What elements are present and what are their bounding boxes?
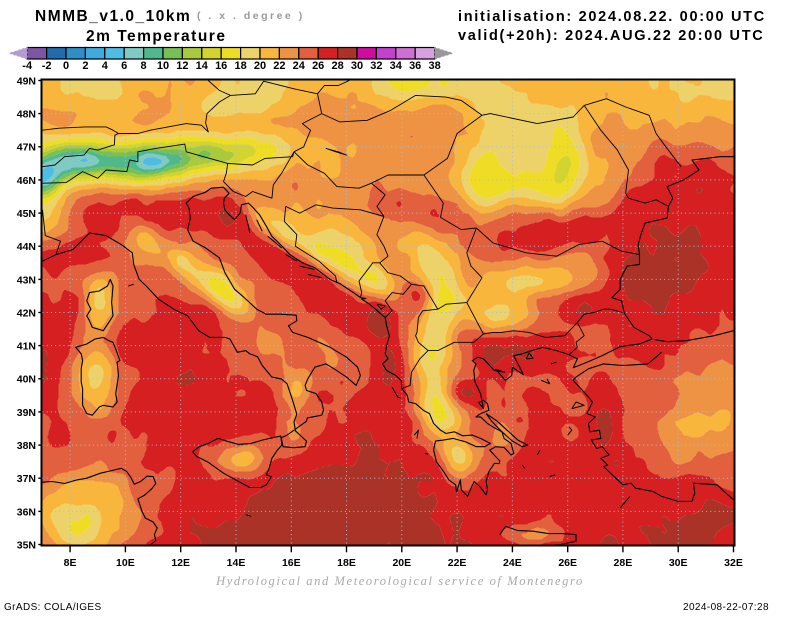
svg-text:22: 22 [273,60,285,72]
svg-text:( . x . degree ): ( . x . degree ) [197,10,305,22]
svg-text:18: 18 [234,60,246,72]
svg-text:42N: 42N [17,307,36,319]
svg-text:NMMB_v1.0_10km: NMMB_v1.0_10km [35,8,191,25]
svg-text:44N: 44N [17,241,36,253]
svg-text:35N: 35N [17,539,36,551]
svg-text:38N: 38N [17,440,36,452]
svg-text:14: 14 [196,60,209,72]
svg-text:20E: 20E [392,557,411,569]
svg-text:0: 0 [63,60,69,72]
svg-text:39N: 39N [17,407,36,419]
svg-text:14E: 14E [227,557,246,569]
svg-text:41N: 41N [17,341,36,353]
svg-text:12E: 12E [171,557,190,569]
svg-text:16E: 16E [282,557,301,569]
svg-text:34: 34 [390,60,403,72]
svg-text:26E: 26E [558,557,577,569]
svg-text:22E: 22E [448,557,467,569]
svg-text:32: 32 [370,60,382,72]
svg-text:8: 8 [141,60,147,72]
svg-text:16: 16 [215,60,227,72]
svg-text:20: 20 [254,60,266,72]
svg-text:38: 38 [428,60,440,72]
svg-text:43N: 43N [17,274,36,286]
svg-text:2024-08-22-07:28: 2024-08-22-07:28 [683,602,769,613]
svg-text:2m Temperature: 2m Temperature [86,28,226,45]
svg-text:45N: 45N [17,208,36,220]
svg-text:2: 2 [82,60,88,72]
svg-text:12: 12 [176,60,188,72]
svg-text:10: 10 [157,60,169,72]
svg-text:8E: 8E [64,557,77,569]
svg-text:GrADS: COLA/IGES: GrADS: COLA/IGES [4,602,102,613]
svg-text:Hydrological and Meteorologica: Hydrological and Meteorological service … [215,574,584,588]
svg-text:valid(+20h): 2024.AUG.22 20:00: valid(+20h): 2024.AUG.22 20:00 UTC [458,28,764,44]
svg-text:10E: 10E [116,557,135,569]
svg-text:30: 30 [351,60,363,72]
svg-text:4: 4 [102,60,109,72]
svg-text:40N: 40N [17,374,36,386]
svg-text:-2: -2 [42,60,52,72]
svg-text:46N: 46N [17,175,36,187]
svg-text:6: 6 [121,60,127,72]
svg-text:37N: 37N [17,473,36,485]
svg-text:32E: 32E [724,557,743,569]
svg-text:18E: 18E [337,557,356,569]
svg-text:48N: 48N [17,109,36,121]
svg-text:24E: 24E [503,557,522,569]
svg-text:26: 26 [312,60,324,72]
svg-text:initialisation: 2024.08.22. 00: initialisation: 2024.08.22. 00:00 UTC [458,9,766,25]
svg-text:30E: 30E [669,557,688,569]
svg-text:28: 28 [331,60,343,72]
svg-text:28E: 28E [614,557,633,569]
svg-text:-4: -4 [22,60,33,72]
svg-text:36: 36 [409,60,421,72]
svg-text:36N: 36N [17,506,36,518]
svg-text:24: 24 [293,60,306,72]
svg-text:49N: 49N [17,75,36,87]
svg-text:47N: 47N [17,142,36,154]
